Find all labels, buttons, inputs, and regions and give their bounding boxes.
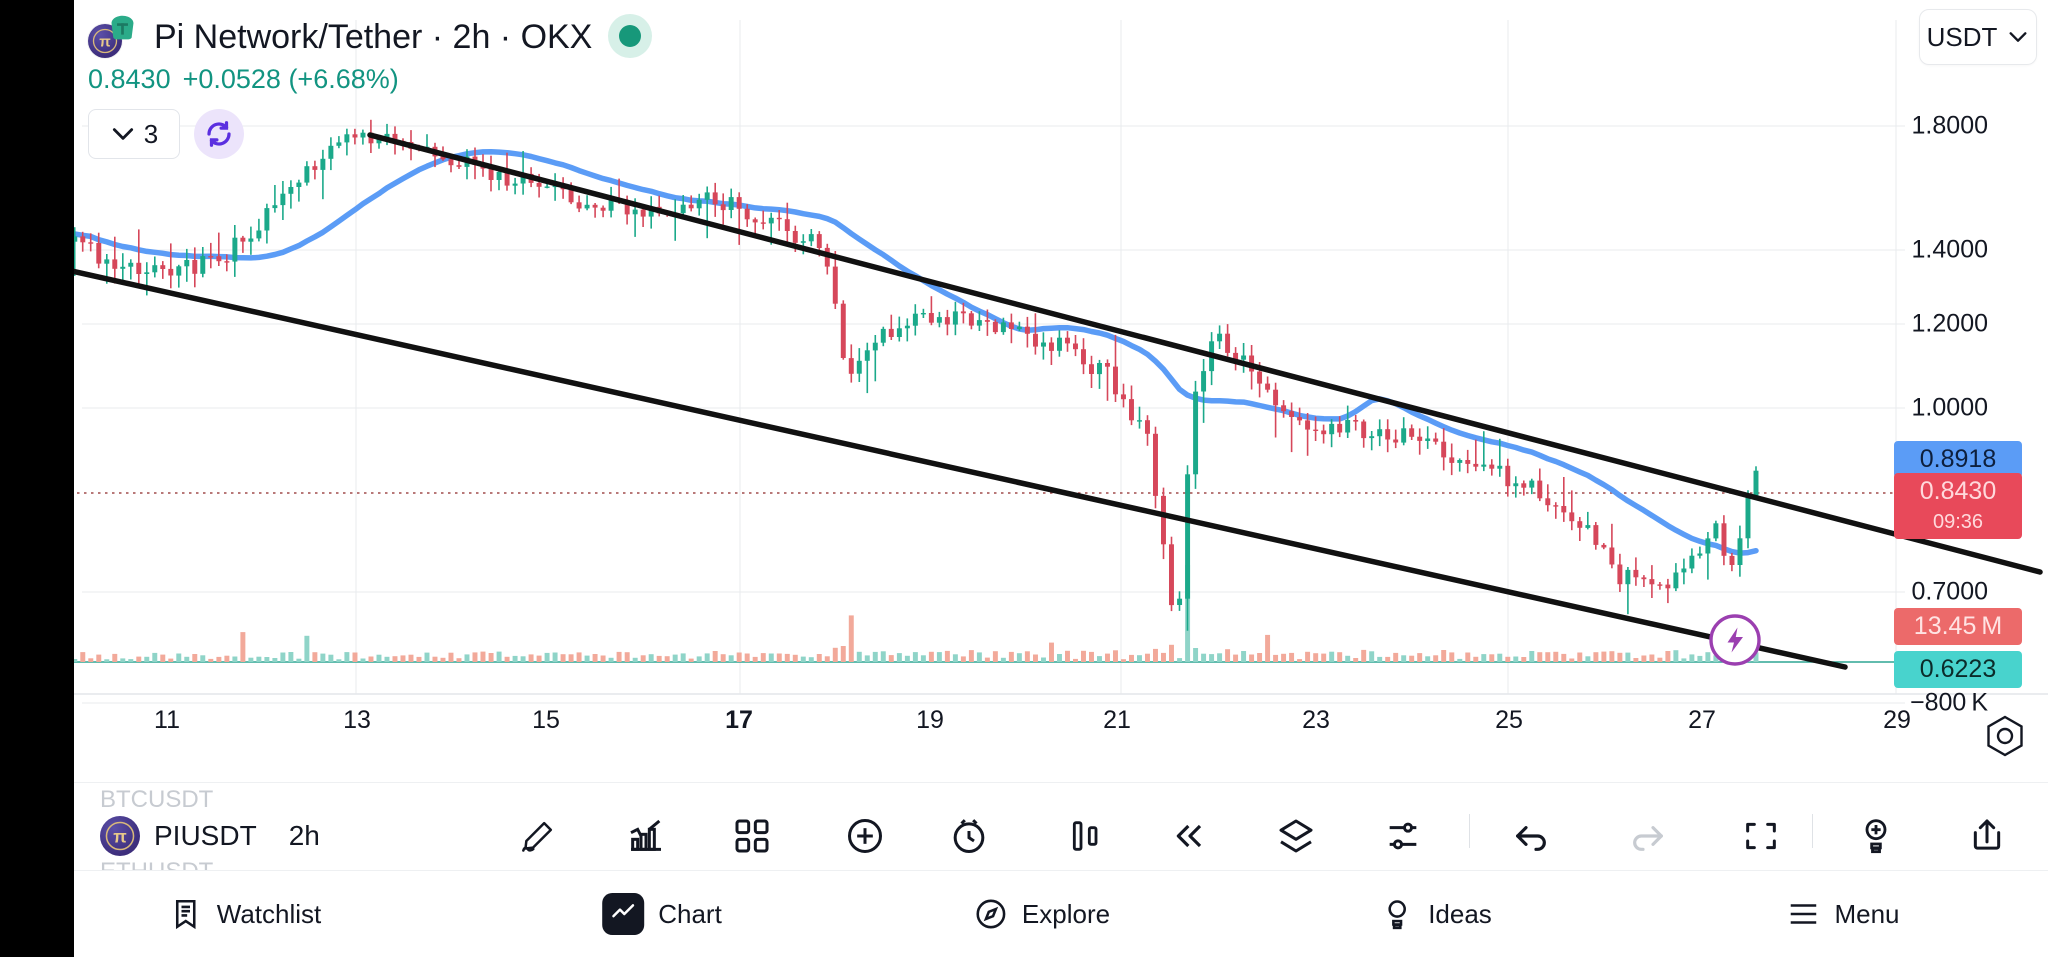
- svg-text:π: π: [113, 826, 127, 846]
